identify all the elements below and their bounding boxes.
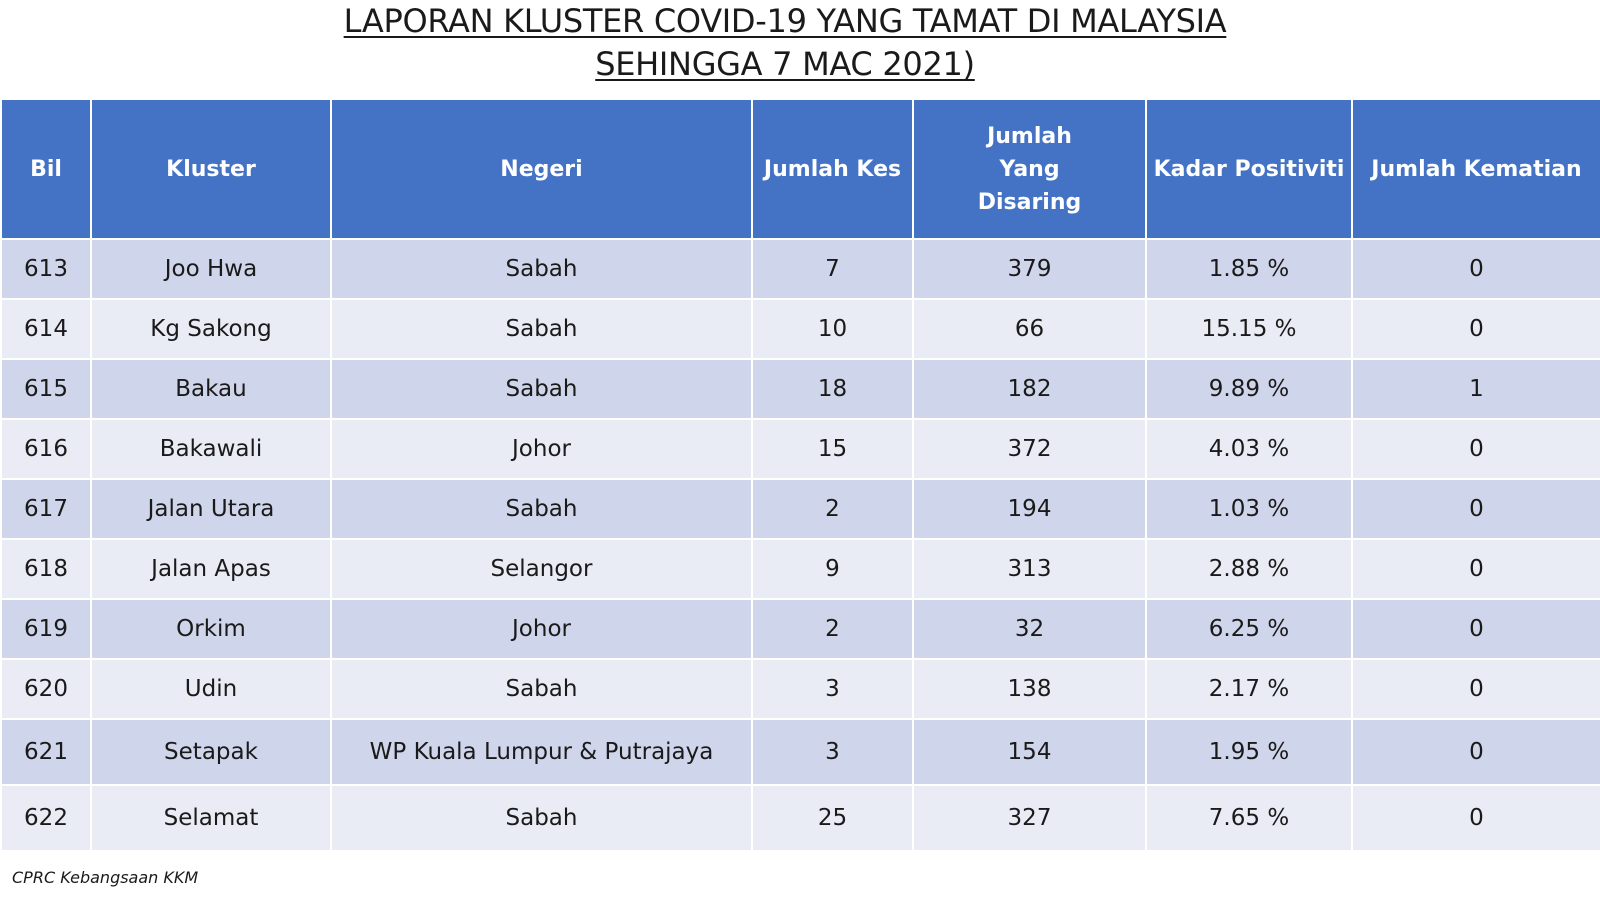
cell-jumlah-kes: 25 [751,784,914,852]
cell-kadar-positiviti: 15.15 % [1145,298,1353,360]
cell-jumlah-disaring: 32 [912,598,1147,660]
cell-jumlah-kes: 2 [751,478,914,540]
cell-kadar-positiviti: 2.88 % [1145,538,1353,600]
cell-negeri: Sabah [330,784,753,852]
cell-kluster: Orkim [90,598,332,660]
cell-kadar-positiviti: 1.03 % [1145,478,1353,540]
cell-jumlah-disaring: 154 [912,718,1147,786]
cell-jumlah-kes: 3 [751,658,914,720]
report-title-line2: SEHINGGA 7 MAC 2021) [595,45,975,83]
table-row: 616 Bakawali Johor 15 372 4.03 % 0 [0,418,1600,480]
cell-jumlah-disaring: 372 [912,418,1147,480]
cell-kadar-positiviti: 6.25 % [1145,598,1353,660]
cell-negeri: Selangor [330,538,753,600]
table-row: 617 Jalan Utara Sabah 2 194 1.03 % 0 [0,478,1600,540]
cell-jumlah-disaring: 138 [912,658,1147,720]
header-kluster: Kluster [90,98,332,240]
cell-kadar-positiviti: 1.95 % [1145,718,1353,786]
cell-bil: 620 [0,658,92,720]
cell-negeri: Sabah [330,358,753,420]
cell-kluster: Jalan Utara [90,478,332,540]
cell-kluster: Setapak [90,718,332,786]
cell-bil: 618 [0,538,92,600]
cell-jumlah-kes: 7 [751,238,914,300]
table-row: 615 Bakau Sabah 18 182 9.89 % 1 [0,358,1600,420]
cell-jumlah-kematian: 0 [1351,784,1600,852]
table-row: 622 Selamat Sabah 25 327 7.65 % 0 [0,784,1600,852]
cell-negeri: Johor [330,598,753,660]
cell-jumlah-kematian: 0 [1351,658,1600,720]
header-jumlah-kematian: Jumlah Kematian [1351,98,1600,240]
cell-jumlah-kematian: 0 [1351,418,1600,480]
source-footer: CPRC Kebangsaan KKM [12,868,199,887]
cell-kluster: Udin [90,658,332,720]
cell-bil: 617 [0,478,92,540]
cell-negeri: WP Kuala Lumpur & Putrajaya [330,718,753,786]
cell-negeri: Sabah [330,658,753,720]
table-row: 618 Jalan Apas Selangor 9 313 2.88 % 0 [0,538,1600,600]
cell-bil: 621 [0,718,92,786]
header-bil: Bil [0,98,92,240]
table-row: 614 Kg Sakong Sabah 10 66 15.15 % 0 [0,298,1600,360]
cell-kluster: Kg Sakong [90,298,332,360]
cell-jumlah-kes: 9 [751,538,914,600]
cell-kadar-positiviti: 2.17 % [1145,658,1353,720]
cell-jumlah-kematian: 0 [1351,238,1600,300]
cell-jumlah-kematian: 0 [1351,718,1600,786]
cell-jumlah-kematian: 0 [1351,538,1600,600]
header-jumlah-kes: Jumlah Kes [751,98,914,240]
cell-negeri: Sabah [330,298,753,360]
cell-jumlah-kematian: 1 [1351,358,1600,420]
header-negeri: Negeri [330,98,753,240]
cell-jumlah-kes: 2 [751,598,914,660]
cell-bil: 616 [0,418,92,480]
cell-kluster: Bakawali [90,418,332,480]
cell-jumlah-disaring: 194 [912,478,1147,540]
table-row: 621 Setapak WP Kuala Lumpur & Putrajaya … [0,718,1600,786]
cell-bil: 622 [0,784,92,852]
cell-jumlah-kematian: 0 [1351,298,1600,360]
cell-negeri: Sabah [330,478,753,540]
cell-jumlah-kes: 15 [751,418,914,480]
cell-kluster: Joo Hwa [90,238,332,300]
report-title-line1: LAPORAN KLUSTER COVID-19 YANG TAMAT DI M… [343,2,1227,40]
cell-bil: 615 [0,358,92,420]
table-row: 613 Joo Hwa Sabah 7 379 1.85 % 0 [0,238,1600,300]
cell-jumlah-kematian: 0 [1351,598,1600,660]
cell-kadar-positiviti: 9.89 % [1145,358,1353,420]
header-kadar-positiviti: Kadar Positiviti [1145,98,1353,240]
table-header-row: Bil Kluster Negeri Jumlah Kes Jumlah Yan… [0,98,1600,240]
cell-jumlah-disaring: 327 [912,784,1147,852]
cell-jumlah-kes: 18 [751,358,914,420]
cell-negeri: Johor [330,418,753,480]
cluster-table: Bil Kluster Negeri Jumlah Kes Jumlah Yan… [0,98,1600,852]
cell-jumlah-kes: 10 [751,298,914,360]
cell-kadar-positiviti: 1.85 % [1145,238,1353,300]
header-jumlah-disaring: Jumlah Yang Disaring [912,98,1147,240]
cell-jumlah-kematian: 0 [1351,478,1600,540]
cell-jumlah-disaring: 66 [912,298,1147,360]
cell-negeri: Sabah [330,238,753,300]
cell-kadar-positiviti: 4.03 % [1145,418,1353,480]
table-row: 620 Udin Sabah 3 138 2.17 % 0 [0,658,1600,720]
cell-jumlah-disaring: 313 [912,538,1147,600]
cell-bil: 614 [0,298,92,360]
cell-jumlah-disaring: 182 [912,358,1147,420]
report-title: LAPORAN KLUSTER COVID-19 YANG TAMAT DI M… [0,0,1570,86]
cell-kluster: Jalan Apas [90,538,332,600]
table-row: 619 Orkim Johor 2 32 6.25 % 0 [0,598,1600,660]
cell-bil: 613 [0,238,92,300]
cell-jumlah-disaring: 379 [912,238,1147,300]
cell-kluster: Selamat [90,784,332,852]
cell-jumlah-kes: 3 [751,718,914,786]
cell-kluster: Bakau [90,358,332,420]
cell-kadar-positiviti: 7.65 % [1145,784,1353,852]
cell-bil: 619 [0,598,92,660]
